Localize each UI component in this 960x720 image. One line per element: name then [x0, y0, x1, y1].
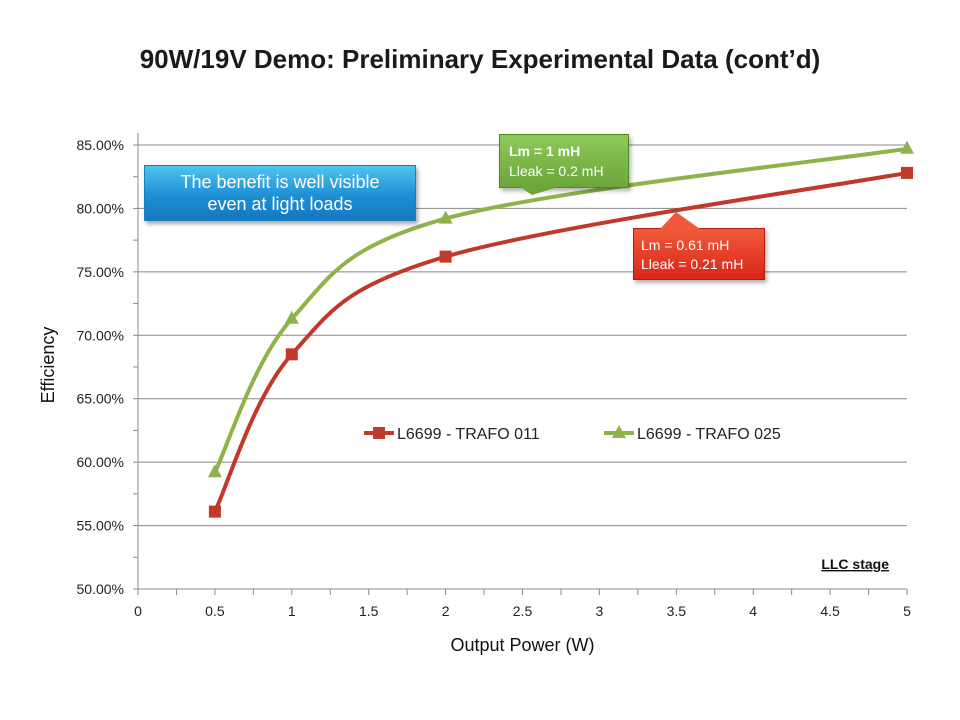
trafo-011-line — [212, 170, 909, 514]
legend-trafo-011-swatch-marker — [373, 427, 385, 439]
y-tick-label: 70.00% — [77, 327, 124, 343]
x-axis-title: Output Power (W) — [450, 635, 594, 655]
x-tick-label: 2.5 — [513, 603, 533, 619]
trafo-011-point — [439, 250, 452, 263]
x-tick-label: 0.5 — [205, 603, 225, 619]
trafo-025-point — [207, 464, 222, 478]
legend-trafo-025-label: L6699 - TRAFO 025 — [637, 426, 781, 443]
axes — [133, 133, 908, 595]
legend-trafo-011-label: L6699 - TRAFO 011 — [397, 426, 540, 443]
tick-labels: 50.00% 55.00% 60.00% 65.00% 70.00% 75.00% 80.0… — [77, 137, 912, 619]
benefit-callout-line2: even at light loads — [207, 194, 353, 214]
slide-title: 90W/19V Demo: Preliminary Experimental D… — [139, 44, 821, 74]
legend-trafo-025-swatch-marker — [612, 425, 626, 438]
y-tick-label: 85.00% — [77, 137, 124, 153]
y-axis-title: Efficiency — [38, 327, 58, 404]
trafo-011-point — [208, 505, 221, 518]
x-tick-label: 3 — [596, 603, 604, 619]
y-tick-label: 80.00% — [77, 200, 124, 216]
y-tick-label: 60.00% — [77, 454, 124, 470]
y-tick-label: 55.00% — [77, 518, 124, 534]
x-tick-label: 4.5 — [820, 603, 840, 619]
y-tick-label: 65.00% — [77, 391, 124, 407]
trafo-011-callout: Lm = 0.61 mH Lleak = 0.21 mH — [633, 228, 765, 280]
x-tick-label: 0 — [134, 603, 142, 619]
trafo-025-callout: Lm = 1 mH Lleak = 0.2 mH — [499, 134, 629, 188]
benefit-callout: The benefit is well visible even at ligh… — [144, 165, 416, 221]
series-markers — [207, 140, 914, 518]
legend: L6699 - TRAFO 011 L6699 - TRAFO 025 — [364, 425, 781, 443]
trafo-025-line — [212, 146, 909, 475]
x-tick-label: 1.5 — [359, 603, 379, 619]
x-tick-label: 4 — [749, 603, 757, 619]
trafo-011-point — [285, 348, 298, 361]
grid-lines — [138, 144, 907, 527]
benefit-callout-line1: The benefit is well visible — [180, 172, 380, 192]
x-tick-label: 2 — [442, 603, 450, 619]
y-tick-label: 75.00% — [77, 264, 124, 280]
y-tick-label: 50.00% — [77, 581, 124, 597]
trafo-025-point — [900, 140, 914, 154]
trafo-011-point — [901, 166, 913, 179]
x-tick-label: 1 — [288, 603, 296, 619]
x-tick-label: 5 — [903, 603, 911, 619]
llc-stage-annotation: LLC stage — [821, 556, 889, 572]
trafo-011-lleak: Lleak = 0.21 mH — [641, 256, 744, 272]
x-tick-label: 3.5 — [667, 603, 687, 619]
trafo-025-lleak: Lleak = 0.2 mH — [509, 163, 604, 179]
trafo-025-point — [438, 210, 453, 224]
series-lines — [212, 146, 909, 514]
trafo-025-lm: Lm = 1 mH — [509, 143, 581, 159]
trafo-025-point — [284, 310, 299, 324]
trafo-011-lm: Lm = 0.61 mH — [641, 237, 730, 253]
